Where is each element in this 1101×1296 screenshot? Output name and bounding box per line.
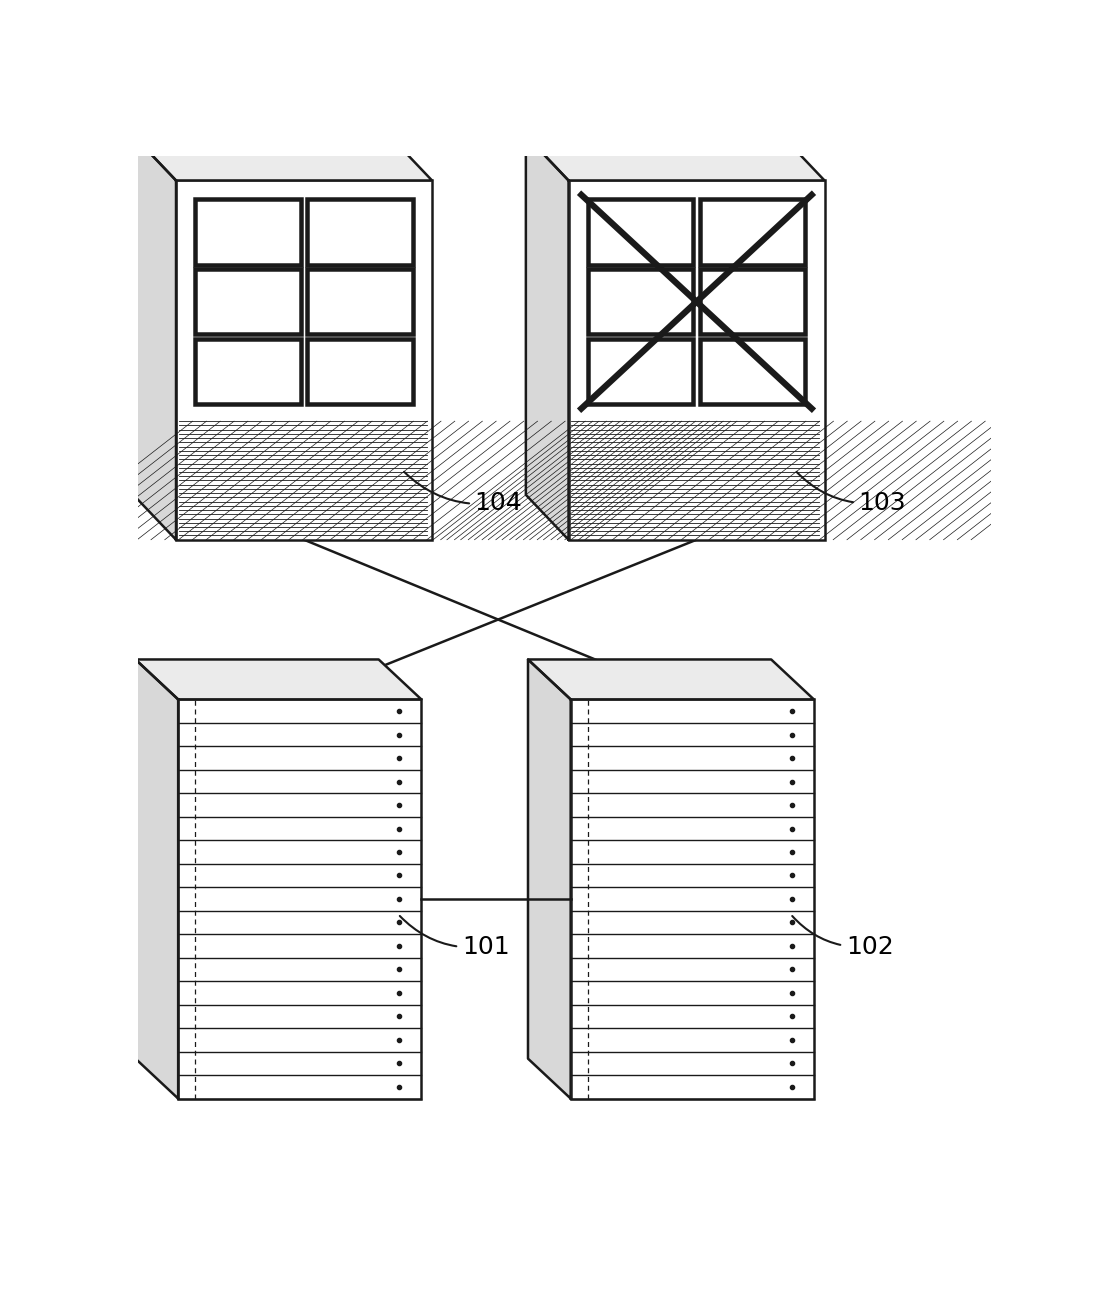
Bar — [700, 338, 805, 404]
Bar — [588, 338, 694, 404]
Polygon shape — [528, 660, 814, 700]
Bar — [307, 200, 413, 264]
Bar — [307, 270, 413, 334]
Polygon shape — [135, 660, 178, 1099]
Text: 102: 102 — [793, 916, 894, 959]
Polygon shape — [528, 660, 570, 1099]
Bar — [568, 180, 825, 539]
Bar — [570, 700, 814, 1099]
Polygon shape — [133, 136, 176, 539]
Bar — [700, 200, 805, 264]
Bar — [178, 700, 422, 1099]
Bar — [176, 180, 432, 539]
Bar — [588, 270, 694, 334]
Bar — [195, 270, 301, 334]
Bar — [700, 270, 805, 334]
Bar — [307, 338, 413, 404]
Polygon shape — [526, 136, 568, 539]
Polygon shape — [526, 136, 825, 180]
Polygon shape — [135, 660, 422, 700]
Polygon shape — [133, 136, 432, 180]
Text: 103: 103 — [796, 472, 906, 515]
Bar — [195, 200, 301, 264]
Bar — [195, 338, 301, 404]
Bar — [588, 200, 694, 264]
Text: 101: 101 — [400, 916, 510, 959]
Text: 104: 104 — [404, 472, 522, 515]
